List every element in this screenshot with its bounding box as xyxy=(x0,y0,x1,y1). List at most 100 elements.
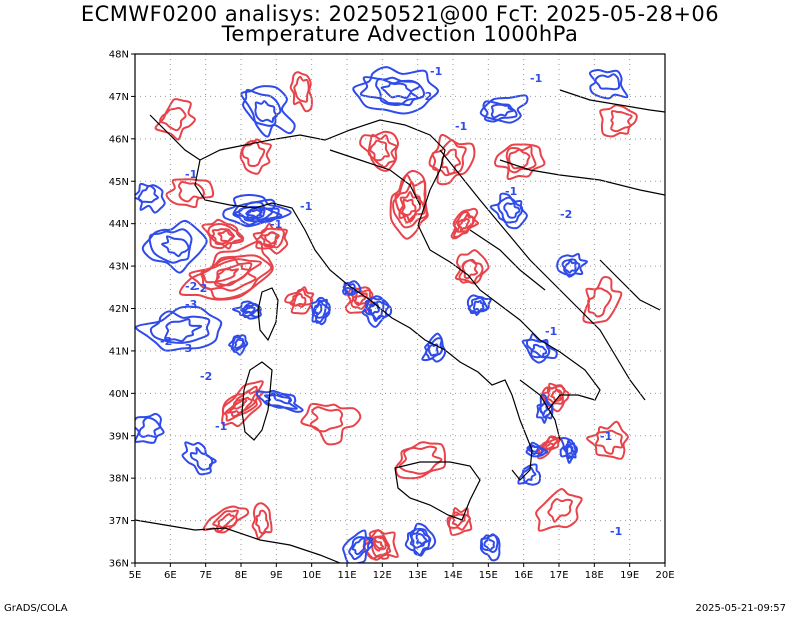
lat-tick-label: 36N xyxy=(109,559,129,570)
cold-advection-contour xyxy=(342,529,374,563)
contour-value-label: -3 xyxy=(180,342,192,355)
warm-advection-contour xyxy=(456,213,475,233)
coastline-segment xyxy=(394,461,481,521)
cold-advection-contour xyxy=(410,529,431,549)
coastline-segment xyxy=(519,379,561,441)
contour-labels: -1-1-2-1-1-1-2-1-2-2-3-2-3-2-1-1-1-1-1 xyxy=(160,65,622,538)
warm-advection-contour xyxy=(545,442,555,451)
lat-tick-label: 42N xyxy=(109,304,129,315)
lat-tick-label: 38N xyxy=(109,474,129,485)
cold-advection-contour xyxy=(181,441,217,476)
warm-advection-contour xyxy=(177,180,205,203)
warm-advection-contour xyxy=(255,222,285,249)
warm-advection-contour xyxy=(550,388,562,401)
contour-value-label: -1 xyxy=(185,168,197,181)
warm-advection-contour xyxy=(587,287,613,318)
warm-advection-contour xyxy=(594,429,624,455)
cold-advection-contour xyxy=(351,537,367,556)
cold-advection-contour xyxy=(375,78,421,106)
warm-advection-contour xyxy=(398,445,443,475)
cold-advection-contour xyxy=(348,536,374,561)
warm-advection-contour xyxy=(251,502,273,540)
cold-advection-contour xyxy=(313,303,323,316)
coastline-segment xyxy=(257,287,279,342)
cold-advection-contour xyxy=(228,334,249,356)
warm-advection-contour xyxy=(200,258,262,292)
cold-advection-contour xyxy=(490,103,515,119)
contour-value-label: -1 xyxy=(505,185,517,198)
coastline-segment xyxy=(149,114,201,161)
warm-advection-contour xyxy=(372,539,385,552)
contour-value-label: -1 xyxy=(300,200,312,213)
warm-advection-contour xyxy=(494,143,546,181)
contour-value-label: -1 xyxy=(430,65,442,78)
warm-advection-contour xyxy=(428,133,476,186)
warm-advection-contour xyxy=(398,190,422,223)
cold-advection-contour xyxy=(161,235,190,258)
contour-value-label: -1 xyxy=(545,325,557,338)
cold-advection-contour xyxy=(263,393,298,410)
warm-advection-contour xyxy=(392,174,428,229)
coastline-segment xyxy=(439,149,646,401)
lon-tick-label: 10E xyxy=(302,570,321,581)
warm-advection-contour xyxy=(369,139,390,162)
warm-advection-contour xyxy=(300,402,362,446)
cold-advection-contour xyxy=(135,412,165,444)
warm-advection-contour xyxy=(351,290,371,307)
contour-value-label: -2 xyxy=(560,208,572,221)
cold-advection-contour xyxy=(497,196,524,224)
lat-lon-gridlines xyxy=(135,54,665,563)
coastline-segment xyxy=(499,159,665,196)
warm-advection-contour xyxy=(389,169,429,240)
lon-tick-label: 7E xyxy=(199,570,212,581)
map-title-line-2: Temperature Advection 1000hPa xyxy=(221,22,579,46)
lat-tick-label: 47N xyxy=(109,92,129,103)
lon-tick-label: 14E xyxy=(443,570,462,581)
warm-advection-contour xyxy=(230,397,248,410)
lon-tick-label: 11E xyxy=(337,570,356,581)
warm-advection-contour xyxy=(541,385,566,407)
coastline-segment xyxy=(199,119,446,191)
footer-timestamp: 2025-05-21-09:57 xyxy=(695,603,786,614)
cold-advection-contour xyxy=(480,533,499,554)
warm-advection-contour xyxy=(547,498,573,523)
warm-advection-contour xyxy=(447,511,471,531)
contour-value-label: -2 xyxy=(160,335,172,348)
cold-advection-contour xyxy=(380,82,412,99)
warm-advection-contour xyxy=(505,145,537,174)
warm-advection-contour xyxy=(610,110,633,133)
warm-advection-contour xyxy=(224,389,259,418)
cold-advection-contour xyxy=(594,73,621,91)
warm-advection-contour xyxy=(159,107,187,132)
coastline-segment xyxy=(194,159,256,209)
warm-advection-contour xyxy=(599,104,638,138)
contour-value-label: -2 xyxy=(420,90,432,103)
cold-advection-contour xyxy=(538,399,554,419)
cold-advection-contour xyxy=(352,66,439,115)
cold-advection-contour xyxy=(503,202,521,219)
cold-advection-contour xyxy=(313,300,327,319)
cold-advection-contour xyxy=(345,286,354,296)
cold-advection-contour xyxy=(427,343,439,357)
cold-advection-contour xyxy=(242,88,282,127)
contour-value-label: -1 xyxy=(455,120,467,133)
warm-advection-contour xyxy=(289,288,314,308)
warm-advection-contour xyxy=(458,218,470,232)
warm-advection-contour xyxy=(458,258,484,285)
contour-value-label: -3 xyxy=(185,298,197,311)
warm-advection-contour xyxy=(535,488,583,532)
warm-advection-contour xyxy=(394,441,447,480)
warm-advection-contour xyxy=(179,240,274,301)
cold-advection-contour xyxy=(482,100,518,123)
warm-advection-contour xyxy=(228,396,253,414)
warm-advection-contour xyxy=(401,198,417,216)
warm-advection-contour xyxy=(215,268,240,282)
lat-tick-label: 48N xyxy=(109,50,129,61)
coastline-segment xyxy=(254,202,533,481)
cold-advection-contour xyxy=(148,228,193,264)
warm-advection-contour xyxy=(252,227,289,255)
lat-tick-label: 45N xyxy=(109,177,129,188)
longitude-axis-labels: 5E 6E 7E 8E 9E 10E 11E 12E 13E 14E 15E 16E 17E 18E 19E… xyxy=(129,563,675,581)
contour-value-label: -2 xyxy=(195,282,207,295)
footer-software-credit: GrADS/COLA xyxy=(4,603,68,614)
